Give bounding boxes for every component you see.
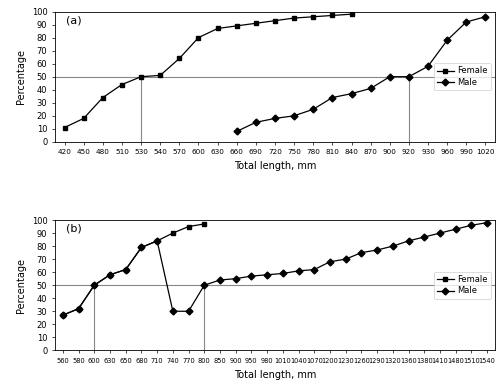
- Male: [425, 64, 431, 69]
- Male: [390, 244, 396, 248]
- Male: [217, 278, 223, 282]
- Line: Female: Female: [62, 12, 354, 130]
- Male: [312, 267, 318, 272]
- Male: [387, 74, 393, 79]
- Male: [406, 239, 411, 243]
- X-axis label: Total length, mm: Total length, mm: [234, 370, 316, 380]
- Female: [119, 82, 125, 87]
- Male: [170, 309, 176, 313]
- Male: [138, 245, 144, 250]
- Male: [374, 248, 380, 252]
- Text: (a): (a): [66, 15, 82, 25]
- Y-axis label: Percentage: Percentage: [16, 49, 26, 104]
- Legend: Female, Male: Female, Male: [434, 63, 491, 90]
- Male: [368, 86, 374, 91]
- Female: [253, 21, 259, 25]
- Male: [234, 129, 239, 134]
- Female: [291, 16, 297, 20]
- Female: [60, 313, 66, 318]
- Male: [272, 116, 278, 121]
- Text: (b): (b): [66, 224, 82, 234]
- Male: [484, 220, 490, 225]
- Male: [296, 269, 302, 273]
- Line: Male: Male: [60, 220, 490, 318]
- Male: [342, 257, 348, 261]
- Female: [272, 18, 278, 23]
- Male: [348, 91, 354, 96]
- Male: [76, 306, 82, 311]
- Male: [327, 259, 333, 264]
- Female: [214, 26, 220, 31]
- Male: [464, 20, 469, 24]
- Male: [280, 271, 286, 276]
- Female: [92, 283, 98, 288]
- X-axis label: Total length, mm: Total length, mm: [234, 161, 316, 171]
- Female: [186, 224, 192, 229]
- Male: [406, 74, 412, 79]
- Male: [107, 273, 113, 277]
- Male: [248, 274, 254, 278]
- Male: [358, 250, 364, 255]
- Y-axis label: Percentage: Percentage: [16, 258, 26, 313]
- Male: [92, 283, 98, 288]
- Legend: Female, Male: Female, Male: [434, 271, 491, 299]
- Female: [348, 12, 354, 17]
- Female: [234, 23, 239, 28]
- Male: [468, 223, 474, 228]
- Male: [253, 120, 259, 125]
- Female: [62, 125, 68, 130]
- Female: [76, 306, 82, 311]
- Male: [310, 107, 316, 112]
- Line: Male: Male: [234, 14, 488, 134]
- Female: [107, 273, 113, 277]
- Female: [176, 56, 182, 61]
- Male: [330, 95, 336, 100]
- Female: [170, 231, 176, 235]
- Male: [452, 227, 458, 231]
- Female: [80, 116, 86, 121]
- Female: [100, 95, 106, 100]
- Line: Female: Female: [60, 221, 206, 318]
- Male: [60, 313, 66, 318]
- Female: [138, 74, 144, 79]
- Male: [186, 309, 192, 313]
- Male: [444, 38, 450, 42]
- Male: [122, 267, 128, 272]
- Female: [202, 222, 207, 226]
- Female: [122, 267, 128, 272]
- Female: [310, 15, 316, 19]
- Male: [422, 235, 428, 239]
- Female: [154, 239, 160, 243]
- Female: [196, 35, 202, 40]
- Female: [330, 13, 336, 18]
- Male: [482, 15, 488, 19]
- Male: [232, 276, 238, 281]
- Female: [157, 73, 163, 78]
- Male: [202, 283, 207, 288]
- Male: [264, 273, 270, 277]
- Male: [291, 114, 297, 118]
- Female: [138, 245, 144, 250]
- Male: [437, 231, 443, 235]
- Male: [154, 239, 160, 243]
